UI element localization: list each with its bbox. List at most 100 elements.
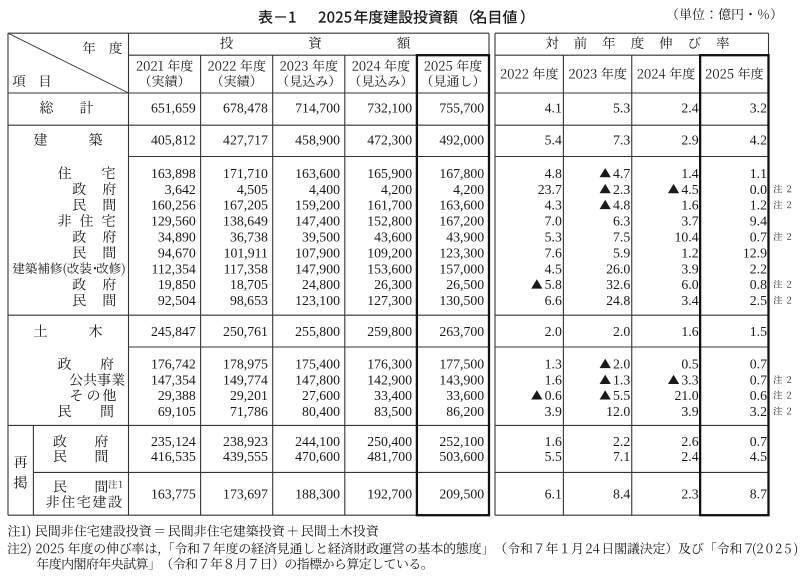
svg-text:209,500: 209,500 xyxy=(439,487,484,502)
svg-text:678,478: 678,478 xyxy=(223,100,268,115)
svg-text:163,600: 163,600 xyxy=(439,198,484,213)
svg-text:153,600: 153,600 xyxy=(367,261,412,276)
svg-text:94,670: 94,670 xyxy=(158,245,196,260)
svg-text:163,600: 163,600 xyxy=(295,166,340,181)
svg-text:405,812: 405,812 xyxy=(151,133,196,148)
svg-text:714,700: 714,700 xyxy=(295,100,340,115)
svg-text:4.5: 4.5 xyxy=(750,449,767,464)
svg-text:4.5: 4.5 xyxy=(545,261,562,276)
svg-text:1.5: 1.5 xyxy=(750,324,767,339)
svg-text:7.0: 7.0 xyxy=(545,214,562,229)
svg-text:6.0: 6.0 xyxy=(681,277,698,292)
svg-text:12.0: 12.0 xyxy=(606,404,630,419)
svg-text:109,200: 109,200 xyxy=(367,245,412,260)
svg-text:188,300: 188,300 xyxy=(295,487,340,502)
svg-text:4.8: 4.8 xyxy=(613,198,630,213)
svg-text:26,300: 26,300 xyxy=(374,277,412,292)
svg-text:1.2: 1.2 xyxy=(750,198,767,213)
svg-text:0.0: 0.0 xyxy=(750,182,767,197)
svg-text:4.2: 4.2 xyxy=(750,133,767,148)
svg-text:107,900: 107,900 xyxy=(295,245,340,260)
svg-text:161,700: 161,700 xyxy=(367,198,412,213)
svg-text:80,400: 80,400 xyxy=(302,404,340,419)
svg-text:0.6: 0.6 xyxy=(545,388,562,403)
svg-text:255,800: 255,800 xyxy=(295,324,340,339)
svg-text:175,400: 175,400 xyxy=(295,357,340,372)
svg-text:252,100: 252,100 xyxy=(439,434,484,449)
svg-text:152,800: 152,800 xyxy=(367,214,412,229)
svg-text:130,500: 130,500 xyxy=(439,293,484,308)
svg-text:0.7: 0.7 xyxy=(750,373,767,388)
svg-text:4,505: 4,505 xyxy=(237,182,268,197)
svg-text:3.9: 3.9 xyxy=(681,404,698,419)
svg-text:32.6: 32.6 xyxy=(606,277,630,292)
svg-text:2.3: 2.3 xyxy=(681,487,698,502)
svg-text:112,354: 112,354 xyxy=(151,261,195,276)
svg-text:2.4: 2.4 xyxy=(681,449,698,464)
svg-text:23.7: 23.7 xyxy=(538,182,562,197)
svg-text:24.8: 24.8 xyxy=(606,293,630,308)
svg-text:2.0: 2.0 xyxy=(613,324,630,339)
svg-text:1.6: 1.6 xyxy=(545,434,562,449)
svg-text:71,786: 71,786 xyxy=(230,404,268,419)
svg-text:33,400: 33,400 xyxy=(374,388,412,403)
svg-text:3.9: 3.9 xyxy=(545,404,562,419)
svg-text:177,500: 177,500 xyxy=(439,357,484,372)
svg-text:4.1: 4.1 xyxy=(545,100,562,115)
svg-text:732,100: 732,100 xyxy=(367,100,412,115)
svg-text:2.0: 2.0 xyxy=(545,324,562,339)
svg-text:427,717: 427,717 xyxy=(223,133,268,148)
svg-text:3.9: 3.9 xyxy=(681,261,698,276)
svg-text:755,700: 755,700 xyxy=(439,100,484,115)
svg-text:1.2: 1.2 xyxy=(681,245,698,260)
svg-text:101,911: 101,911 xyxy=(224,245,268,260)
svg-text:235,124: 235,124 xyxy=(151,434,196,449)
svg-text:2.3: 2.3 xyxy=(613,182,630,197)
svg-text:2.9: 2.9 xyxy=(681,133,698,148)
svg-text:6.3: 6.3 xyxy=(613,214,630,229)
svg-text:8.7: 8.7 xyxy=(750,487,767,502)
svg-text:0.6: 0.6 xyxy=(750,388,767,403)
svg-text:439,555: 439,555 xyxy=(223,449,268,464)
svg-text:178,975: 178,975 xyxy=(223,357,268,372)
svg-text:5.5: 5.5 xyxy=(613,388,630,403)
svg-text:7.3: 7.3 xyxy=(613,133,630,148)
svg-text:167,205: 167,205 xyxy=(223,198,268,213)
svg-text:159,200: 159,200 xyxy=(295,198,340,213)
svg-text:176,300: 176,300 xyxy=(367,357,412,372)
svg-text:2.2: 2.2 xyxy=(613,434,630,449)
svg-text:6.6: 6.6 xyxy=(545,293,562,308)
svg-text:39,500: 39,500 xyxy=(302,230,340,245)
svg-text:19,850: 19,850 xyxy=(158,277,196,292)
svg-text:27,600: 27,600 xyxy=(302,388,340,403)
svg-text:7.6: 7.6 xyxy=(545,245,562,260)
svg-text:263,700: 263,700 xyxy=(439,324,484,339)
svg-text:165,900: 165,900 xyxy=(367,166,412,181)
svg-text:149,774: 149,774 xyxy=(223,373,268,388)
svg-text:3.7: 3.7 xyxy=(681,214,698,229)
svg-text:2.5: 2.5 xyxy=(750,293,767,308)
svg-text:92,504: 92,504 xyxy=(158,293,196,308)
svg-text:83,500: 83,500 xyxy=(374,404,412,419)
svg-text:1.3: 1.3 xyxy=(545,357,562,372)
svg-text:1.6: 1.6 xyxy=(681,324,698,339)
svg-text:1.3: 1.3 xyxy=(613,373,630,388)
svg-text:192,700: 192,700 xyxy=(367,487,412,502)
svg-text:416,535: 416,535 xyxy=(151,449,196,464)
svg-text:8.4: 8.4 xyxy=(613,487,630,502)
svg-text:5.3: 5.3 xyxy=(613,100,630,115)
svg-text:4.5: 4.5 xyxy=(681,182,698,197)
svg-text:117,358: 117,358 xyxy=(224,261,268,276)
svg-text:127,300: 127,300 xyxy=(367,293,412,308)
svg-text:24,800: 24,800 xyxy=(302,277,340,292)
svg-text:1.6: 1.6 xyxy=(681,198,698,213)
svg-text:4,200: 4,200 xyxy=(453,182,484,197)
svg-text:5.5: 5.5 xyxy=(545,449,562,464)
svg-text:0.5: 0.5 xyxy=(681,357,698,372)
svg-text:34,890: 34,890 xyxy=(158,230,196,245)
svg-text:244,100: 244,100 xyxy=(295,434,340,449)
svg-text:0.8: 0.8 xyxy=(750,277,767,292)
svg-text:4.7: 4.7 xyxy=(613,166,630,181)
svg-text:492,000: 492,000 xyxy=(439,133,484,148)
svg-text:86,200: 86,200 xyxy=(446,404,484,419)
